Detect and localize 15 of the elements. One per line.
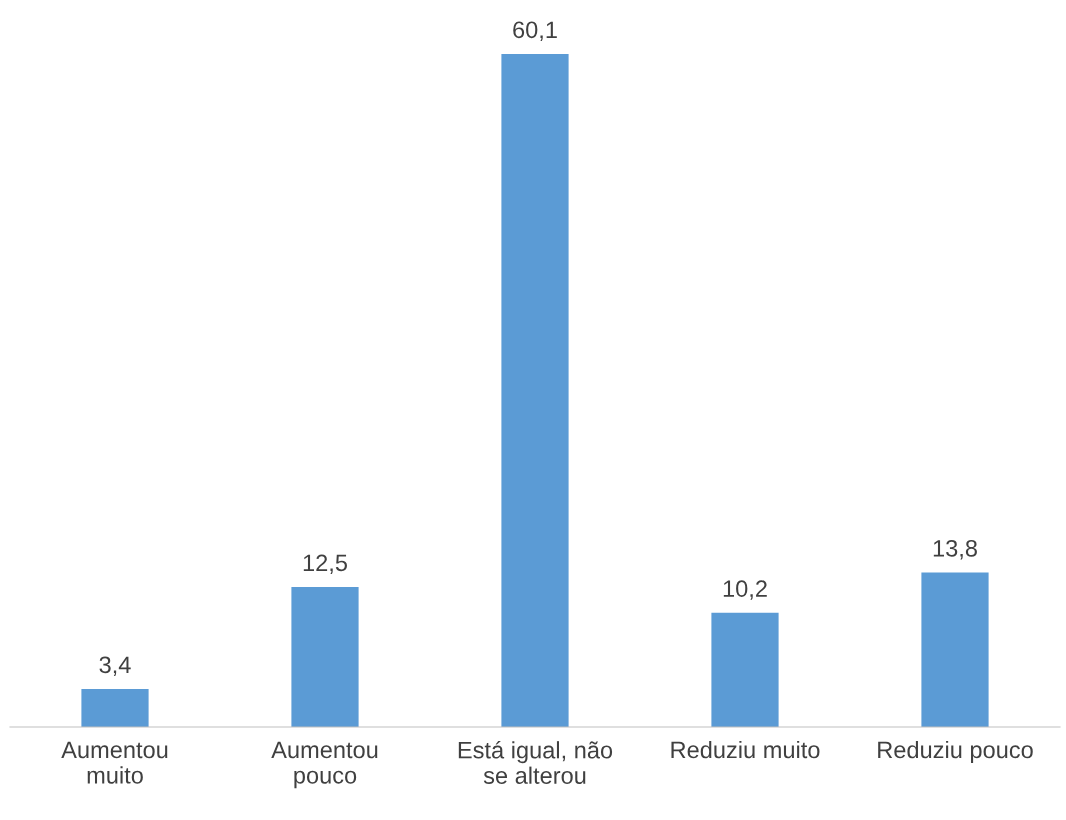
bar — [921, 572, 989, 727]
data-label: 12,5 — [303, 554, 347, 575]
bar — [711, 612, 779, 727]
x-tick-label: Está igual, não se alterou — [458, 740, 613, 784]
bar — [291, 587, 359, 727]
x-tick-label: Aumentou pouco — [271, 741, 378, 789]
x-tick-label: Aumentou muito — [61, 741, 168, 784]
bar — [81, 688, 149, 727]
data-label: 13,8 — [933, 539, 977, 560]
x-tick-label: Reduziu pouco — [878, 740, 1033, 763]
data-label: 3,4 — [99, 656, 131, 676]
data-label: 10,2 — [723, 580, 767, 600]
x-tick-label: Reduziu muito — [671, 740, 820, 759]
data-label: 60,1 — [513, 21, 557, 41]
bar — [501, 53, 569, 727]
